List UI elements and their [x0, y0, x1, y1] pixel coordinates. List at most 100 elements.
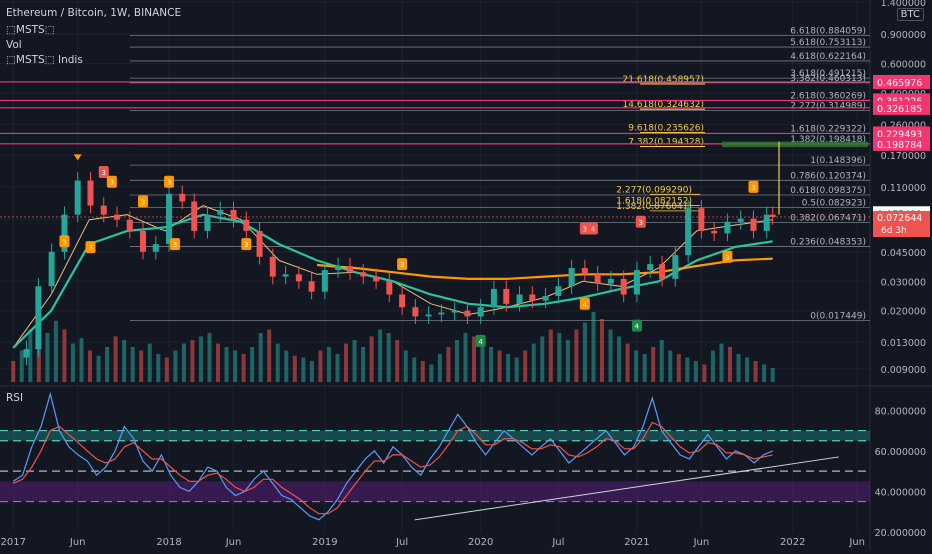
candle-body [360, 272, 367, 277]
candle-body [542, 295, 549, 301]
candle-body [568, 268, 575, 287]
volume-bar [11, 361, 16, 382]
volume-bar [582, 322, 587, 382]
resistance-price-badge[interactable] [873, 74, 930, 89]
price-axis-tick-label: 0.170000 [881, 151, 926, 162]
signal-marker [475, 334, 486, 347]
signal-marker-label: 3 [101, 169, 105, 177]
indicator-legend-vol[interactable]: Vol [6, 39, 22, 51]
volume-bar [591, 312, 596, 382]
volume-bar [472, 336, 477, 382]
candle-body [243, 219, 250, 231]
signal-marker-label: 3 [167, 179, 171, 187]
volume-bar [96, 355, 101, 382]
candle-body [308, 281, 315, 292]
volume-bar [292, 355, 297, 382]
chart-title: Ethereum / Bitcoin, 1W, BINANCE [6, 7, 182, 19]
price-axis-tick-label: 0.013000 [881, 338, 926, 349]
volume-bar [88, 350, 93, 382]
rsi-axis-tick-label: 20.000000 [875, 528, 926, 539]
price-axis-tick-label: 0.110000 [881, 183, 926, 194]
price-axis-tick-label: 0.600000 [881, 60, 926, 71]
signal-marker [635, 215, 646, 228]
volume-bar [207, 333, 212, 382]
volume-bar [557, 333, 562, 382]
volume-bar [344, 343, 349, 382]
rsi-legend[interactable]: RSI [6, 392, 24, 404]
signal-marker-label: 4 [478, 338, 483, 346]
candle-body [698, 208, 705, 231]
candle-body [516, 294, 523, 304]
volume-bar [489, 347, 494, 382]
resistance-price-label: 0.465976 [877, 78, 922, 89]
rsi-oversold-band [0, 481, 870, 502]
signal-marker-label: 4 [591, 226, 596, 234]
candle-body [373, 276, 380, 282]
last-price-label: 0.072644 [877, 213, 922, 224]
volume-bar [369, 336, 374, 382]
volume-bar [446, 347, 451, 382]
volume-bar [497, 350, 502, 382]
volume-bar [454, 340, 459, 382]
ema-line-green [12, 213, 773, 349]
signal-marker-label: 3 [639, 219, 643, 227]
time-axis-tick-label: Jun [69, 537, 86, 548]
fib-level-label: 0.382(0.067471) [790, 213, 866, 223]
resistance-price-badge[interactable] [873, 136, 930, 151]
fib-level-label: 5.618(0.753113) [790, 38, 866, 48]
volume-bar [250, 347, 255, 382]
volume-bar [147, 343, 152, 382]
candle-body [425, 314, 432, 317]
candle-body [230, 209, 237, 220]
fib-level-label: 1.382(0.198418) [790, 135, 866, 145]
volume-bar [685, 357, 690, 382]
currency-badge[interactable]: BTC [896, 8, 924, 21]
overlay-fib-label: 1.382(0.076041) [616, 202, 692, 212]
volume-bar [651, 347, 656, 382]
volume-bar [531, 343, 536, 382]
candle-body [321, 270, 328, 292]
candle-body [204, 214, 211, 231]
last-price-badge[interactable] [873, 210, 930, 237]
candle-body [620, 278, 627, 295]
candle-body [737, 218, 744, 222]
signal-marker [59, 235, 70, 248]
volume-bar [45, 333, 50, 382]
candle-body [555, 286, 562, 296]
candle-body [347, 266, 354, 273]
candle-body [490, 288, 497, 308]
signal-marker-label: 3 [88, 244, 92, 252]
volume-bar [642, 354, 647, 382]
indicator-legend-msts-indis[interactable]: ⬚MSTS⬚ Indis [6, 54, 83, 66]
volume-bar [412, 357, 417, 382]
candle-body [711, 230, 718, 234]
signal-marker [138, 195, 149, 208]
signal-marker [170, 238, 181, 251]
candle-body [191, 201, 198, 231]
volume-bar [548, 329, 553, 382]
fib-level-label: 0.236(0.048353) [790, 238, 866, 248]
indicator-legend-msts[interactable]: ⬚MSTS⬚ [6, 24, 55, 36]
signal-marker-label: 4 [583, 301, 588, 309]
time-axis-tick-label: Jun [848, 537, 865, 548]
volume-bar [420, 361, 425, 382]
time-axis-tick-label: 2019 [312, 537, 337, 548]
signal-marker-label: 4 [635, 323, 640, 331]
volume-bar [301, 357, 306, 382]
time-axis-tick-label: 2017 [1, 537, 26, 548]
candle-body [685, 208, 692, 256]
volume-bar [130, 347, 135, 382]
time-axis-tick-label: 2022 [780, 537, 805, 548]
signal-marker-label: 3 [244, 241, 248, 249]
time-axis-tick-label: 2020 [468, 537, 493, 548]
target-label: 9.618(0.235626) [628, 123, 704, 133]
candle-body [412, 307, 419, 317]
volume-bar [378, 329, 383, 382]
price-axis-tick-label: 0.009000 [881, 365, 926, 376]
signal-marker [85, 241, 96, 254]
rsi-overbought-band [0, 430, 870, 441]
volume-bar [762, 364, 767, 382]
resistance-price-badge[interactable] [873, 100, 930, 115]
candle-body [217, 209, 224, 215]
candle-body [529, 294, 536, 301]
